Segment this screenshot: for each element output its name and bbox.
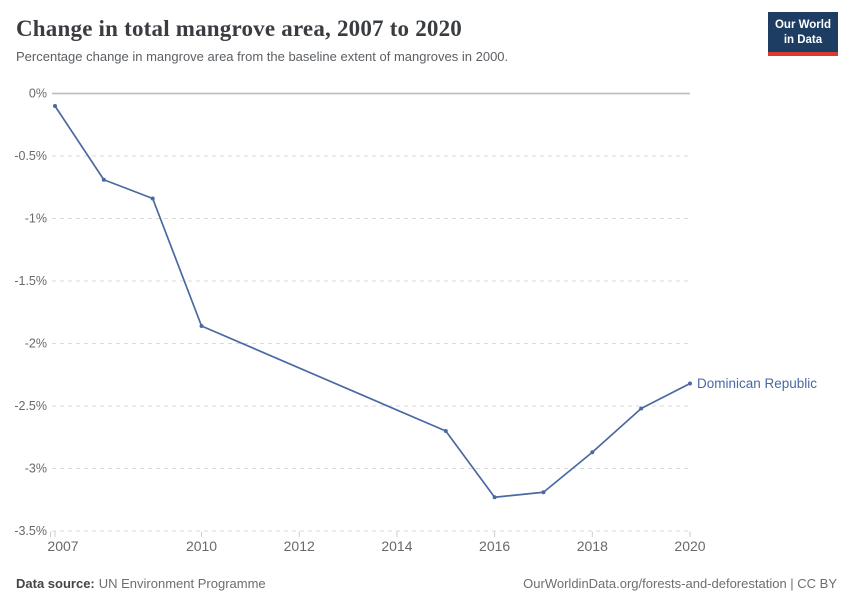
x-axis-tick-label: 2016 [479, 538, 510, 554]
y-axis-tick-label: -1.5% [14, 274, 47, 288]
x-axis-tick-label: 2018 [577, 538, 608, 554]
data-point-marker [150, 196, 155, 201]
data-source-value: UN Environment Programme [98, 576, 266, 591]
data-point-marker [590, 450, 595, 455]
x-axis-tick-label: 2010 [186, 538, 217, 554]
y-axis-tick-label: -3% [25, 462, 47, 476]
chart-titles: Change in total mangrove area, 2007 to 2… [16, 12, 508, 64]
data-point-marker [53, 104, 57, 108]
data-source: Data source: UN Environment Programme [16, 576, 266, 591]
x-axis-tick-label: 2014 [381, 538, 412, 554]
y-axis-tick-label: -0.5% [14, 149, 47, 163]
data-point-marker [443, 429, 448, 433]
owid-logo[interactable]: Our World in Data [767, 12, 838, 57]
data-point-marker [199, 324, 204, 328]
data-source-label: Data source: [16, 576, 95, 591]
y-axis-tick-label: -2% [25, 337, 47, 351]
data-point-marker [492, 495, 497, 500]
series-label[interactable]: Dominican Republic [697, 376, 817, 391]
x-axis-tick-label: 2007 [47, 538, 78, 554]
y-axis-tick-label: 0% [29, 87, 47, 101]
series-line[interactable] [54, 105, 691, 499]
page-title: Change in total mangrove area, 2007 to 2… [16, 16, 463, 41]
x-axis-tick-label: 2020 [674, 538, 705, 554]
data-point-marker [688, 381, 692, 386]
data-point-marker [101, 177, 106, 182]
chart-header: Change in total mangrove area, 2007 to 2… [0, 0, 850, 64]
data-point-marker [541, 490, 546, 495]
owid-logo-line1: Our World [774, 19, 831, 31]
y-axis-tick-label: -3.5% [14, 524, 47, 538]
y-axis-tick-label: -1% [25, 212, 47, 226]
footer-license-link[interactable]: OurWorldinData.org/forests-and-deforesta… [523, 576, 837, 591]
y-axis-tick-label: -2.5% [14, 399, 47, 413]
chart-subtitle: Percentage change in mangrove area from … [16, 49, 509, 64]
chart-footer: Data source: UN Environment Programme Our… [16, 576, 837, 591]
owid-logo-line2: in Data [783, 33, 823, 46]
x-axis-tick-label: 2012 [284, 538, 315, 554]
data-point-marker [639, 406, 644, 411]
